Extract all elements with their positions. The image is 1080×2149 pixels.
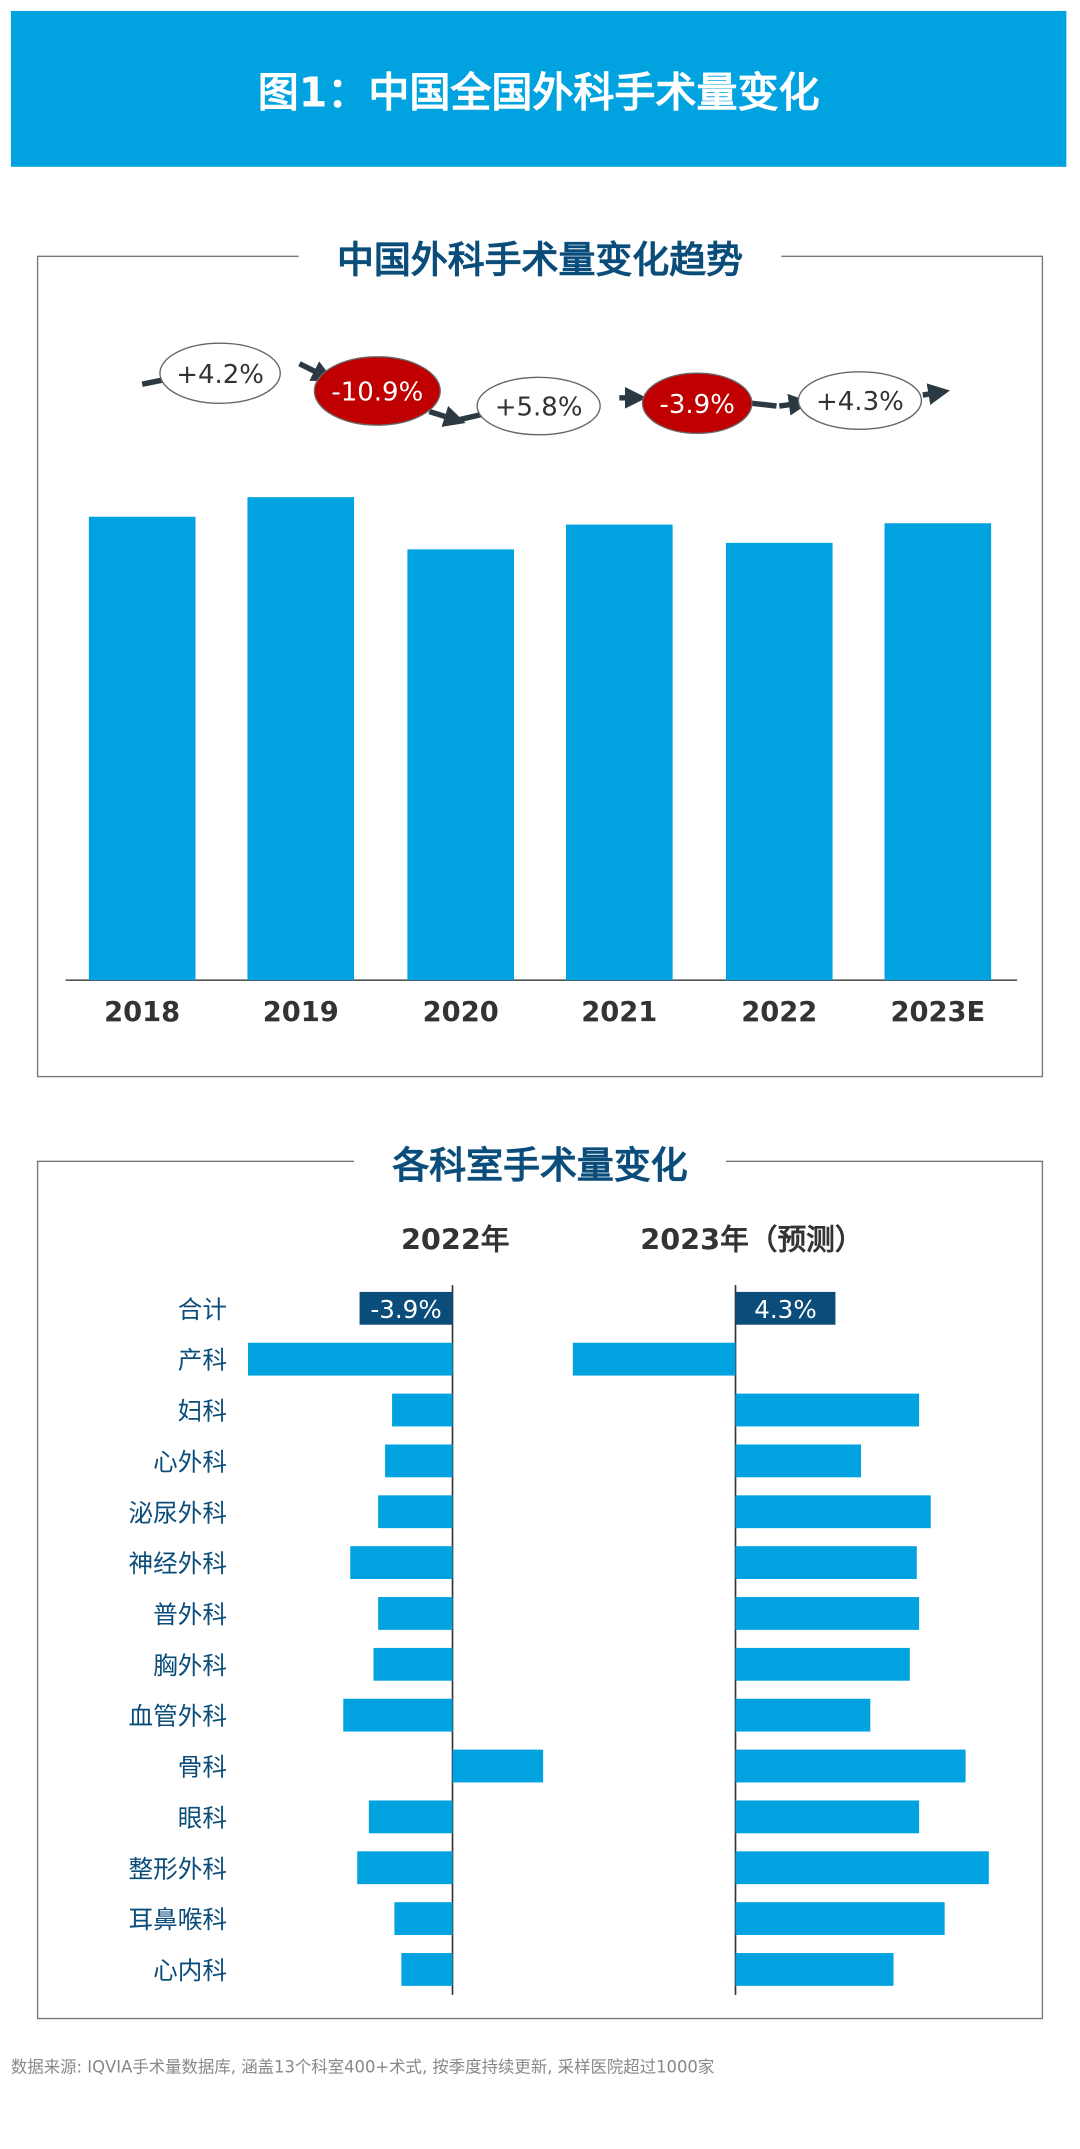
bar-产科 xyxy=(247,1342,453,1376)
bar-整形外科 xyxy=(735,1851,989,1885)
x-tick-label: 2023E xyxy=(890,997,985,1028)
row-label: 心外科 xyxy=(153,1447,227,1476)
bar-骨科 xyxy=(735,1749,966,1783)
total-label: -3.9% xyxy=(370,1295,441,1324)
x-tick-label: 2021 xyxy=(581,997,657,1028)
trend-arrow-segment xyxy=(458,411,484,423)
trend-arrow-segment xyxy=(298,361,334,381)
bar-泌尿外科 xyxy=(735,1495,931,1529)
row-label: 耳鼻喉科 xyxy=(129,1905,227,1934)
bar-血管外科 xyxy=(735,1698,871,1732)
column-header-2022: 2022年 xyxy=(401,1223,510,1257)
growth-label: +5.8% xyxy=(495,393,583,423)
dept-chart-panel: 各科室手术量变化 2022年 2023年（预测） 合计产科妇科心外科泌尿外科神经外科… xyxy=(36,1135,1044,2020)
bar-普外科 xyxy=(378,1597,453,1630)
total-bar xyxy=(359,1291,453,1325)
source-note: 数据来源: IQVIA手术量数据库, 涵盖13个科室400+术式, 按季度持续更… xyxy=(10,2057,715,2077)
row-label-total: 合计 xyxy=(178,1295,227,1324)
trend-arrow-segment xyxy=(778,393,811,416)
trend-arrow-segment xyxy=(922,383,950,405)
total-bar xyxy=(735,1291,836,1325)
growth-badge xyxy=(476,376,601,436)
bar-骨科 xyxy=(452,1749,544,1783)
column-header-2023: 2023年（预测） xyxy=(640,1223,863,1257)
figure-title-banner: 图1：中国全国外科手术量变化 xyxy=(10,10,1067,167)
row-label: 神经外科 xyxy=(129,1549,227,1578)
bar-神经外科 xyxy=(350,1546,453,1580)
bar-2019 xyxy=(247,497,355,981)
bar-2021 xyxy=(565,524,673,981)
trend-chart-title: 中国外科手术量变化趋势 xyxy=(298,230,782,284)
bar-2018 xyxy=(88,516,196,981)
row-label: 整形外科 xyxy=(129,1854,227,1883)
row-label: 普外科 xyxy=(153,1600,227,1629)
bar-心内科 xyxy=(401,1953,453,1986)
bar-心外科 xyxy=(735,1444,861,1478)
row-label: 血管外科 xyxy=(129,1702,227,1731)
growth-badge xyxy=(797,371,923,430)
x-tick-label: 2022 xyxy=(741,997,817,1028)
x-tick-label: 2019 xyxy=(263,997,339,1028)
bar-产科 xyxy=(572,1342,736,1376)
bar-耳鼻喉科 xyxy=(394,1902,453,1935)
row-label: 产科 xyxy=(178,1346,227,1375)
bar-眼科 xyxy=(368,1800,453,1834)
growth-badge xyxy=(159,342,281,404)
bar-整形外科 xyxy=(357,1851,453,1885)
bar-泌尿外科 xyxy=(378,1495,453,1529)
row-label: 泌尿外科 xyxy=(129,1498,227,1527)
bar-妇科 xyxy=(392,1393,453,1427)
growth-label: -10.9% xyxy=(331,378,423,408)
bar-耳鼻喉科 xyxy=(735,1902,945,1935)
bar-心内科 xyxy=(735,1953,894,1986)
row-label: 骨科 xyxy=(178,1753,227,1782)
bar-2022 xyxy=(725,542,833,981)
row-label: 眼科 xyxy=(178,1803,227,1832)
row-label: 妇科 xyxy=(178,1397,227,1426)
trend-arrow-segment xyxy=(141,377,164,387)
total-label: 4.3% xyxy=(754,1295,816,1324)
row-label: 胸外科 xyxy=(153,1651,227,1680)
bar-心外科 xyxy=(385,1444,453,1478)
x-tick-label: 2018 xyxy=(104,997,180,1028)
dept-chart-title: 各科室手术量变化 xyxy=(354,1135,726,1189)
bar-2023E xyxy=(884,523,992,981)
growth-label: -3.9% xyxy=(660,390,735,420)
bar-胸外科 xyxy=(373,1647,453,1681)
bar-胸外科 xyxy=(735,1647,910,1681)
trend-arrow-segment xyxy=(428,405,466,427)
bar-神经外科 xyxy=(735,1546,917,1580)
bar-眼科 xyxy=(735,1800,920,1834)
bar-血管外科 xyxy=(343,1698,453,1732)
growth-label: +4.2% xyxy=(176,360,264,390)
growth-badge xyxy=(313,356,441,426)
bar-2020 xyxy=(407,549,515,981)
trend-chart-panel: 中国外科手术量变化趋势 2018 2019 2020 2021 2022 2023E +4.… xyxy=(36,230,1044,1078)
row-label: 心内科 xyxy=(153,1956,227,1985)
trend-arrow-segment xyxy=(751,400,777,409)
x-tick-label: 2020 xyxy=(423,997,499,1028)
dept-chart: 2022年 2023年（预测） 合计产科妇科心外科泌尿外科神经外科普外科胸外科血管外… xyxy=(129,1223,989,1995)
growth-badge xyxy=(641,372,753,435)
growth-label: +4.3% xyxy=(816,387,904,417)
figure-title: 图1：中国全国外科手术量变化 xyxy=(257,69,820,118)
trend-chart: 2018 2019 2020 2021 2022 2023E +4.2% -10.9% +5.8… xyxy=(65,342,1018,1028)
bar-普外科 xyxy=(735,1597,920,1630)
bar-妇科 xyxy=(735,1393,920,1427)
